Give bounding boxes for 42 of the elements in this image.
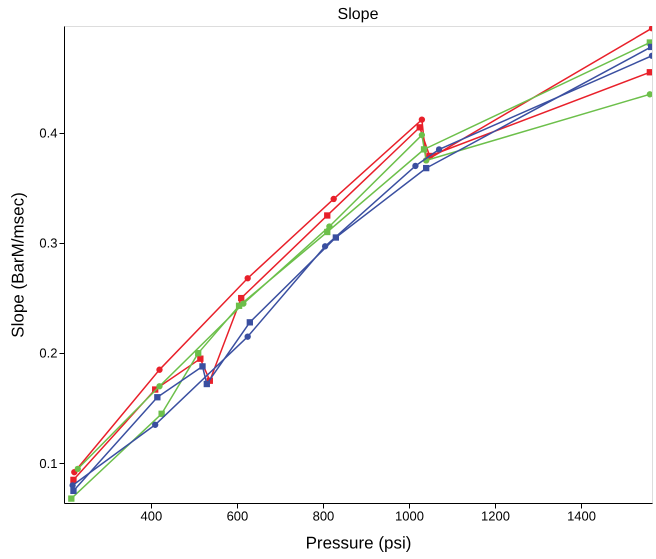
y-tick-label: 0.4 — [39, 125, 58, 140]
point — [324, 212, 330, 219]
x-tick-label: 400 — [140, 508, 162, 524]
point — [156, 366, 163, 373]
x-axis-title: Pressure (psi) — [306, 534, 412, 552]
x-tick-label: 1400 — [567, 508, 596, 524]
point — [74, 466, 81, 472]
point — [199, 363, 206, 370]
point — [332, 234, 340, 241]
point — [646, 69, 652, 76]
point — [236, 302, 242, 309]
y-tick-label: 0.3 — [39, 236, 58, 251]
point — [423, 164, 430, 172]
point — [246, 319, 253, 326]
point — [152, 422, 158, 428]
point — [158, 410, 165, 417]
point — [238, 294, 244, 302]
point — [324, 228, 330, 236]
point — [646, 91, 652, 98]
chart-title: Slope — [338, 6, 379, 23]
point — [154, 394, 161, 400]
x-tick-label: 1200 — [481, 508, 510, 524]
point — [418, 116, 426, 123]
point — [412, 162, 419, 170]
point — [68, 495, 74, 502]
x-tick-label: 800 — [312, 508, 334, 524]
point — [418, 132, 426, 138]
y-tick-label: 0.2 — [39, 346, 58, 361]
x-tick-label: 1000 — [395, 508, 424, 524]
point — [70, 488, 77, 494]
y-axis-title: Slope (BarM/msec) — [8, 192, 28, 338]
point — [204, 380, 210, 388]
point — [195, 350, 202, 356]
y-tick-label: 0.1 — [39, 456, 58, 471]
point — [244, 334, 251, 340]
point — [330, 196, 337, 202]
point — [156, 383, 163, 390]
point — [436, 146, 442, 153]
point — [416, 124, 423, 131]
point — [244, 275, 251, 282]
x-tick-label: 600 — [226, 508, 248, 524]
point — [420, 146, 428, 153]
